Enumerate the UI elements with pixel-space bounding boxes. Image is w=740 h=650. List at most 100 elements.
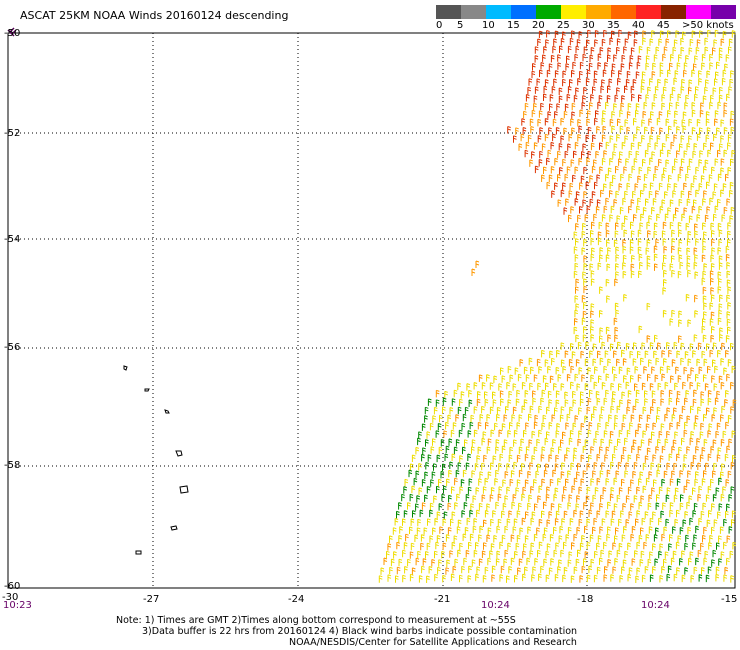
wind-barb — [613, 54, 617, 62]
wind-barb — [669, 534, 673, 542]
wind-barb — [656, 213, 660, 222]
wind-barb — [630, 414, 635, 422]
wind-barb — [605, 278, 610, 287]
wind-barb — [694, 254, 698, 262]
wind-barb — [710, 311, 715, 319]
wind-barb — [710, 446, 715, 454]
wind-barb — [686, 479, 690, 487]
wind-barb — [657, 438, 661, 447]
wind-barb — [660, 398, 665, 406]
wind-barb — [707, 397, 712, 406]
wind-barb — [679, 414, 683, 422]
wind-barb — [538, 485, 543, 493]
wind-barb — [523, 366, 528, 375]
wind-barb — [578, 407, 582, 415]
wind-barb — [683, 454, 688, 462]
wind-barb — [637, 229, 642, 238]
wind-barb — [681, 437, 685, 446]
wind-barb — [683, 429, 688, 438]
wind-barb — [422, 447, 426, 455]
wind-barb — [537, 463, 541, 471]
wind-barb — [686, 501, 690, 510]
wind-barb — [652, 511, 656, 519]
wind-barb — [489, 406, 494, 414]
wind-barb — [685, 55, 689, 63]
wind-barb — [569, 79, 573, 87]
wind-barb — [471, 470, 476, 478]
wind-barb — [610, 574, 614, 582]
wind-barb — [539, 69, 543, 78]
wind-barb — [673, 407, 677, 415]
wind-barb — [390, 558, 395, 567]
wind-barb — [473, 549, 478, 558]
wind-barb — [617, 461, 622, 470]
wind-barb — [637, 238, 642, 246]
wind-barb — [647, 558, 652, 567]
wind-barb — [704, 550, 709, 559]
wind-barb — [474, 463, 479, 471]
wind-barb — [436, 511, 441, 519]
wind-barb — [674, 431, 678, 439]
wind-barb — [396, 541, 400, 550]
wind-barb — [568, 214, 572, 223]
wind-barb — [711, 503, 715, 511]
wind-barb — [522, 573, 526, 582]
legend-label: 25 — [557, 20, 570, 31]
wind-barb — [630, 533, 635, 542]
wind-barb — [469, 421, 474, 430]
wind-barb — [577, 214, 581, 223]
legend-swatch — [661, 5, 686, 19]
wind-barb — [690, 183, 695, 191]
wind-barb — [587, 429, 592, 438]
wind-barb — [586, 574, 591, 583]
wind-barb — [635, 109, 639, 118]
wind-barb — [726, 445, 730, 454]
wind-barb — [627, 542, 631, 550]
wind-barb — [426, 486, 431, 494]
wind-barb — [602, 110, 606, 118]
wind-barb — [430, 446, 435, 454]
wind-barb — [495, 558, 500, 566]
wind-barb — [479, 414, 484, 422]
wind-barb — [425, 439, 429, 447]
wind-barb — [635, 103, 640, 111]
wind-barb — [687, 526, 692, 535]
wind-barb — [583, 278, 587, 286]
wind-barb — [626, 367, 631, 375]
wind-barb — [501, 510, 505, 519]
wind-barb — [570, 118, 574, 126]
wind-barb — [709, 534, 713, 543]
wind-barb — [703, 263, 708, 271]
wind-barb — [692, 542, 696, 550]
wind-barb — [541, 478, 545, 487]
wind-barb — [630, 230, 635, 238]
wind-barb — [636, 510, 641, 518]
wind-barb — [517, 373, 522, 382]
wind-barb — [484, 477, 489, 486]
wind-barb — [533, 102, 537, 111]
wind-barb — [656, 494, 660, 502]
wind-barb — [543, 469, 548, 478]
wind-barb — [718, 278, 722, 286]
wind-barb — [467, 430, 472, 438]
wind-barb — [727, 470, 732, 479]
wind-barb — [625, 78, 630, 87]
wind-barb — [493, 375, 498, 383]
wind-barb — [684, 511, 689, 519]
wind-barb — [671, 309, 675, 318]
wind-barb — [648, 494, 653, 502]
wind-barb — [403, 510, 408, 518]
wind-barb — [695, 189, 699, 198]
wind-barb — [717, 222, 722, 231]
wind-barb — [653, 350, 657, 359]
wind-barb — [708, 542, 712, 550]
wind-barb — [616, 87, 620, 95]
wind-barb — [387, 543, 392, 551]
wind-barb — [711, 326, 715, 334]
wind-barb — [437, 566, 441, 575]
wind-barb — [703, 438, 708, 447]
wind-barb — [579, 510, 584, 518]
wind-barb — [672, 46, 677, 55]
wind-barb — [554, 518, 559, 526]
wind-barb — [662, 221, 667, 230]
